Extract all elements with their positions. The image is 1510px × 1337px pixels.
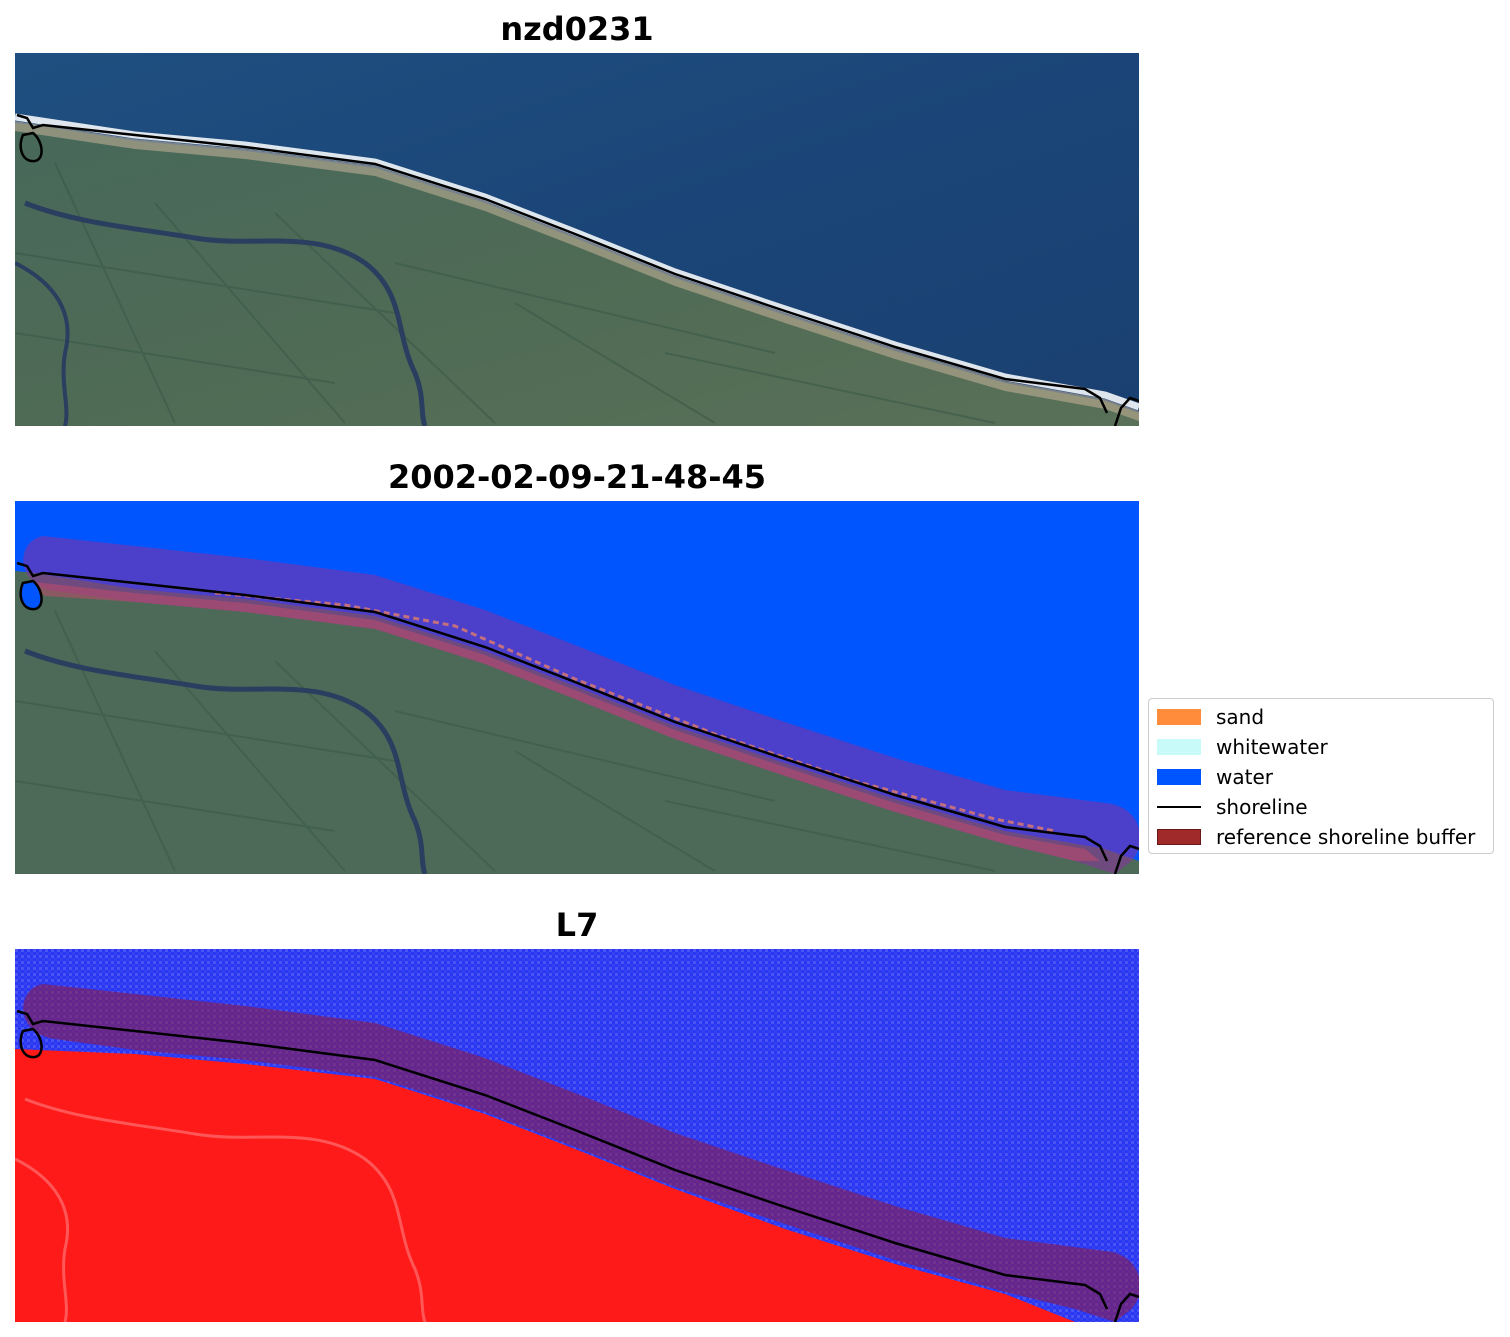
- legend-label: shoreline: [1216, 795, 1308, 819]
- shoreline-classified: [16, 561, 1139, 874]
- legend-item-water: water: [1149, 761, 1493, 791]
- legend-label: reference shoreline buffer: [1216, 825, 1476, 849]
- river: [24, 648, 428, 874]
- panel-title-rgb: nzd0231: [500, 10, 654, 48]
- legend-label: sand: [1216, 705, 1265, 729]
- reference-shoreline-buffer: [23, 536, 1139, 874]
- legend-item-sand: sand: [1149, 701, 1493, 731]
- land-index: [15, 1049, 1075, 1322]
- whitewater-swatch: [1157, 739, 1201, 755]
- sand-swatch: [1157, 709, 1201, 725]
- shoreline-lagoon: [19, 579, 43, 611]
- legend-label: whitewater: [1216, 735, 1328, 759]
- classified-image: [15, 501, 1139, 874]
- reference-shoreline-buffer: [23, 984, 1139, 1322]
- land-area: [15, 123, 1139, 426]
- river: [24, 200, 428, 426]
- legend-item-shoreline: shoreline: [1149, 791, 1493, 821]
- index-image: [15, 949, 1139, 1322]
- rgb-image-panel: [15, 53, 1139, 426]
- legend-item-whitewater: whitewater: [1149, 731, 1493, 761]
- panel-title-index: L7: [555, 906, 599, 944]
- classified-image-panel: [15, 501, 1139, 874]
- land-texture: [15, 1097, 427, 1322]
- water-swatch: [1157, 769, 1201, 785]
- buffer-land-side: [25, 581, 1100, 861]
- shoreline-lagoon: [19, 131, 43, 163]
- legend-item-buffer: reference shoreline buffer: [1149, 821, 1493, 851]
- sand-pixels: [214, 591, 1056, 833]
- shoreline-index: [16, 1009, 1139, 1322]
- shoreline-rgb: [16, 113, 1139, 426]
- rgb-image: [15, 53, 1139, 426]
- legend-label: water: [1216, 765, 1273, 789]
- shoreline-swatch: [1157, 806, 1201, 808]
- shoreline-lagoon: [19, 1027, 43, 1059]
- beach-strip: [15, 121, 1139, 421]
- field-lines: [15, 610, 996, 872]
- buffer-swatch: [1157, 829, 1201, 845]
- river-2: [15, 261, 70, 426]
- legend: sand whitewater water shoreline referenc…: [1148, 698, 1494, 854]
- panel-title-classified: 2002-02-09-21-48-45: [387, 458, 767, 496]
- index-image-panel: [15, 949, 1139, 1322]
